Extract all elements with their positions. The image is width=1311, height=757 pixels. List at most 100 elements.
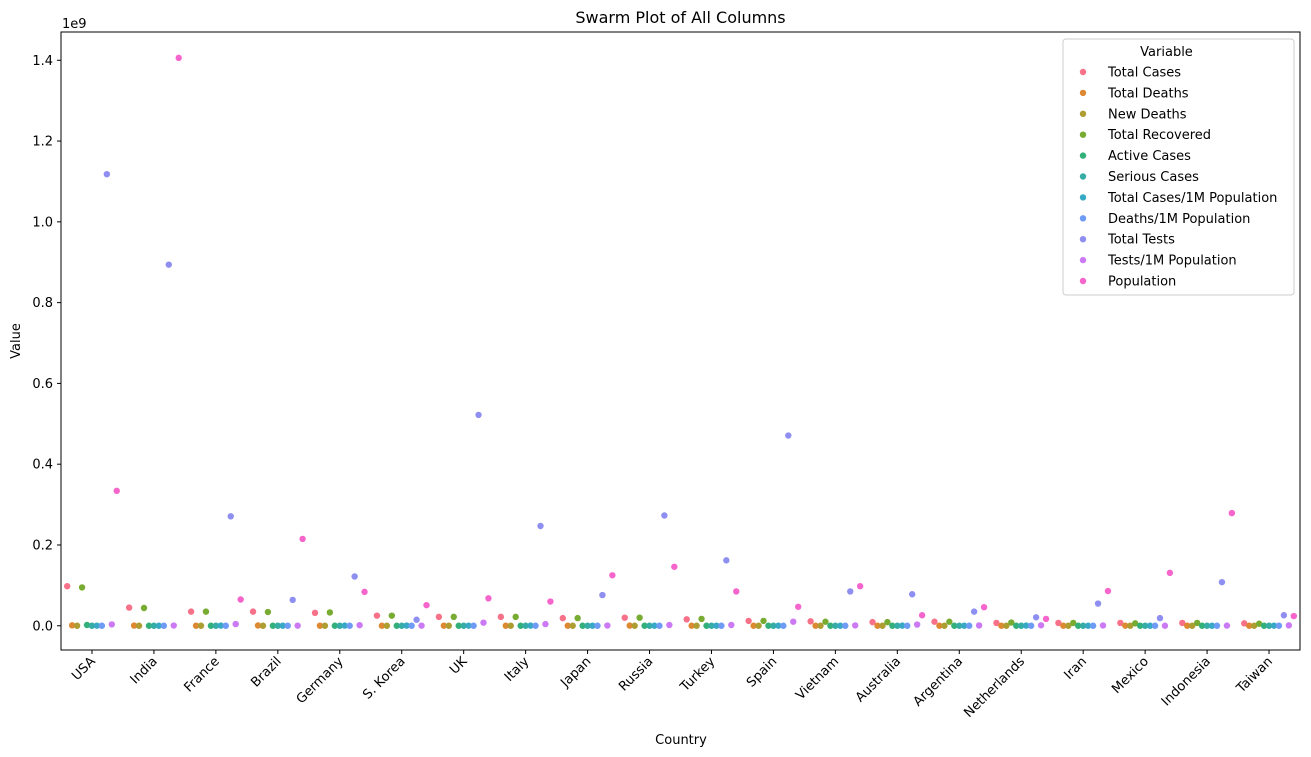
point-deaths-1m-population-vietnam: [842, 622, 849, 629]
x-tick-label: Argentina: [911, 654, 966, 709]
y-tick-label: 0.6: [32, 377, 53, 392]
point-total-recovered-brazil: [264, 608, 272, 616]
point-total-cases-1m-population-netherlands: [1022, 622, 1030, 629]
point-serious-cases-mexico: [1141, 622, 1149, 629]
point-population-netherlands: [1042, 615, 1050, 623]
point-deaths-1m-population-mexico: [1151, 622, 1159, 629]
point-total-cases-vietnam: [807, 618, 814, 625]
point-total-cases-italy: [497, 613, 505, 621]
x-tick-label: India: [128, 654, 161, 687]
point-tests-1m-population-turkey: [728, 621, 735, 629]
legend-marker-active-cases: [1079, 152, 1087, 159]
legend-box: [1062, 38, 1295, 296]
point-deaths-1m-population-italy: [532, 622, 539, 629]
x-tick-label: S. Korea: [360, 654, 408, 702]
point-tests-1m-population-italy: [542, 620, 549, 628]
point-serious-cases-india: [150, 622, 158, 629]
point-tests-1m-population-australia: [913, 621, 921, 628]
point-deaths-1m-population-germany: [346, 622, 353, 629]
point-serious-cases-spain: [770, 622, 777, 629]
point-serious-cases-iran: [1079, 622, 1087, 629]
point-total-cases-indonesia: [1179, 619, 1186, 627]
y-tick-label: 1.2: [32, 135, 53, 150]
point-serious-cases-russia: [646, 622, 653, 629]
point-deaths-1m-population-taiwan: [1275, 622, 1283, 629]
point-total-deaths-india: [130, 622, 138, 629]
x-tick-label: Taiwan: [1233, 654, 1276, 697]
point-total-tests-india: [165, 261, 172, 268]
point-total-deaths-usa: [68, 622, 76, 629]
point-deaths-1m-population-india: [160, 622, 168, 629]
point-total-cases-netherlands: [993, 619, 1000, 627]
x-tick-label: Iran: [1061, 654, 1090, 683]
point-total-tests-uk: [475, 411, 482, 419]
point-total-deaths-spain: [750, 622, 757, 629]
point-population-germany: [361, 588, 368, 596]
point-active-cases-netherlands: [1013, 622, 1020, 629]
point-total-recovered-indonesia: [1193, 619, 1201, 627]
point-total-deaths-uk: [440, 622, 448, 629]
point-active-cases-india: [145, 622, 153, 629]
point-active-cases-australia: [889, 622, 896, 629]
point-population-mexico: [1166, 569, 1174, 577]
y-tick-label: 0.8: [32, 296, 53, 311]
y-tick-label: 0.4: [32, 458, 53, 473]
legend-label-total-deaths: Total Deaths: [1107, 86, 1189, 101]
legend: Variable Total Cases Total Deaths New Death…: [1062, 38, 1295, 296]
point-active-cases-iran: [1075, 622, 1082, 629]
legend-marker-deaths-1m-population: [1079, 215, 1087, 222]
point-total-cases-s-korea: [373, 612, 381, 619]
point-population-iran: [1104, 587, 1112, 595]
x-tick-label: Brazil: [248, 654, 284, 690]
point-total-tests-netherlands: [1032, 614, 1040, 621]
x-axis-label: Country: [655, 733, 707, 748]
point-total-tests-japan: [599, 591, 606, 599]
point-total-recovered-japan: [574, 614, 581, 622]
point-total-recovered-india: [140, 604, 148, 612]
point-serious-cases-turkey: [708, 622, 715, 629]
point-serious-cases-argentina: [956, 622, 963, 629]
point-total-recovered-russia: [636, 614, 643, 621]
point-serious-cases-germany: [336, 622, 343, 629]
point-serious-cases-brazil: [274, 622, 282, 629]
point-population-france: [237, 596, 244, 603]
legend-marker-total-deaths: [1079, 89, 1087, 97]
point-tests-1m-population-france: [232, 620, 239, 628]
legend-marker-serious-cases: [1079, 173, 1087, 180]
point-total-deaths-s-korea: [378, 622, 386, 629]
point-total-recovered-spain: [760, 617, 767, 625]
point-serious-cases-s-korea: [398, 622, 405, 629]
point-total-tests-argentina: [970, 608, 978, 615]
point-total-deaths-italy: [502, 622, 509, 629]
y-axis: 0.0 0.2 0.4 0.6 0.8 1.0 1.2 1.4: [32, 54, 61, 634]
point-population-turkey: [733, 588, 740, 595]
point-active-cases-russia: [641, 622, 648, 629]
point-active-cases-taiwan: [1260, 622, 1268, 629]
point-total-deaths-brazil: [254, 622, 262, 629]
legend-label-population: Population: [1108, 275, 1176, 290]
point-total-tests-mexico: [1156, 614, 1164, 622]
point-total-cases-1m-population-italy: [527, 622, 534, 629]
point-deaths-1m-population-iran: [1089, 622, 1097, 629]
legend-marker-population: [1079, 277, 1087, 285]
point-deaths-1m-population-netherlands: [1027, 622, 1035, 629]
point-total-recovered-italy: [512, 613, 519, 621]
point-serious-cases-indonesia: [1203, 622, 1211, 629]
point-new-deaths-india: [135, 622, 143, 629]
point-active-cases-usa: [83, 621, 91, 629]
point-active-cases-spain: [765, 622, 772, 629]
point-population-russia: [671, 563, 678, 570]
y-tick-label: 1.4: [32, 54, 53, 69]
point-total-cases-1m-population-indonesia: [1208, 622, 1216, 629]
legend-marker-new-deaths: [1079, 110, 1087, 118]
point-total-deaths-australia: [874, 622, 881, 629]
point-total-cases-russia: [621, 614, 628, 621]
point-tests-1m-population-s-korea: [418, 622, 425, 629]
point-total-cases-1m-population-japan: [589, 622, 596, 629]
point-population-india: [175, 54, 182, 62]
legend-marker-tests-1m-population: [1079, 256, 1087, 264]
point-total-recovered-argentina: [946, 618, 953, 625]
point-serious-cases-italy: [522, 622, 529, 629]
point-active-cases-germany: [331, 622, 339, 629]
